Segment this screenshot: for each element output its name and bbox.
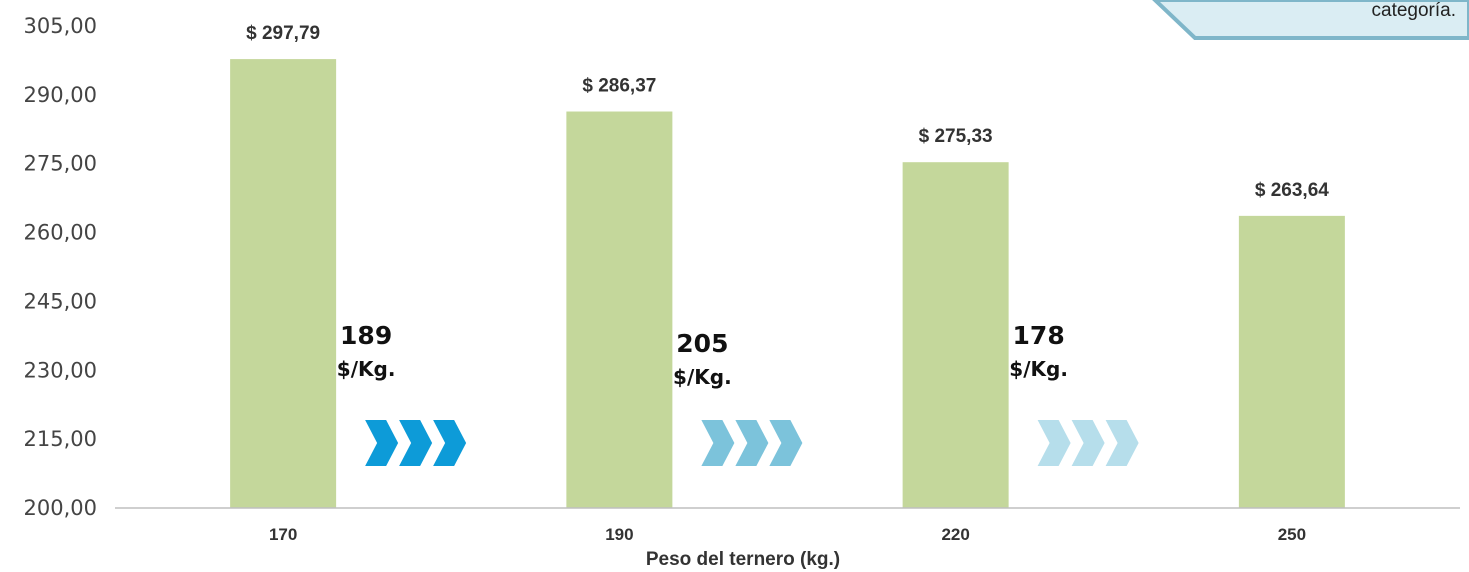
x-tick-label: 250	[1278, 525, 1306, 544]
y-axis: 305,00 290,00 275,00 260,00 245,00 230,00 215,…	[24, 14, 97, 520]
bar	[1238, 215, 1345, 508]
price-difference-value: 178	[1013, 321, 1065, 350]
bars: $ 297,79 $ 286,37 $ 275,33 $ 263,64	[230, 23, 1345, 509]
y-tick-label: 230,00	[24, 358, 97, 382]
price-difference-unit: $/Kg.	[337, 357, 396, 381]
x-tick-label: 190	[605, 525, 633, 544]
y-tick-label: 290,00	[24, 83, 97, 107]
price-difference-unit: $/Kg.	[1009, 357, 1068, 381]
price-difference-unit: $/Kg.	[673, 365, 732, 389]
chevron-arrow-icon	[365, 420, 399, 466]
x-axis: 170 190 220 250	[269, 525, 1306, 544]
price-difference-annotations: 189 $/Kg. 205 $/Kg. 178 $/Kg.	[337, 321, 1139, 466]
price-difference-value: 189	[340, 321, 392, 350]
bar	[902, 162, 1009, 508]
chevron-arrow-icon	[701, 420, 735, 466]
chevron-arrow-icon	[1071, 420, 1105, 466]
x-tick-label: 220	[941, 525, 969, 544]
callout-box: categoría.	[1152, 0, 1469, 40]
y-tick-label: 260,00	[24, 221, 97, 245]
y-tick-label: 305,00	[24, 14, 97, 38]
callout-text: categoría.	[1372, 0, 1457, 21]
chevron-arrow-icon	[1105, 420, 1139, 466]
bar	[566, 111, 673, 508]
bar-data-label: $ 286,37	[582, 76, 656, 97]
chevron-arrow-icon	[433, 420, 467, 466]
bar-data-label: $ 263,64	[1255, 180, 1329, 201]
y-tick-label: 215,00	[24, 427, 97, 451]
y-tick-label: 200,00	[24, 496, 97, 520]
y-tick-label: 275,00	[24, 152, 97, 176]
chevron-arrow-icon	[1037, 420, 1071, 466]
y-tick-label: 245,00	[24, 289, 97, 313]
price-difference-value: 205	[676, 329, 728, 358]
chevron-arrow-icon	[399, 420, 433, 466]
chevron-arrow-icon	[769, 420, 803, 466]
x-axis-title: Peso del ternero (kg.)	[646, 549, 840, 570]
bar	[230, 59, 337, 509]
bar-data-label: $ 297,79	[246, 23, 320, 44]
chevron-arrow-icon	[735, 420, 769, 466]
x-tick-label: 170	[269, 525, 297, 544]
bar-data-label: $ 275,33	[919, 126, 993, 147]
